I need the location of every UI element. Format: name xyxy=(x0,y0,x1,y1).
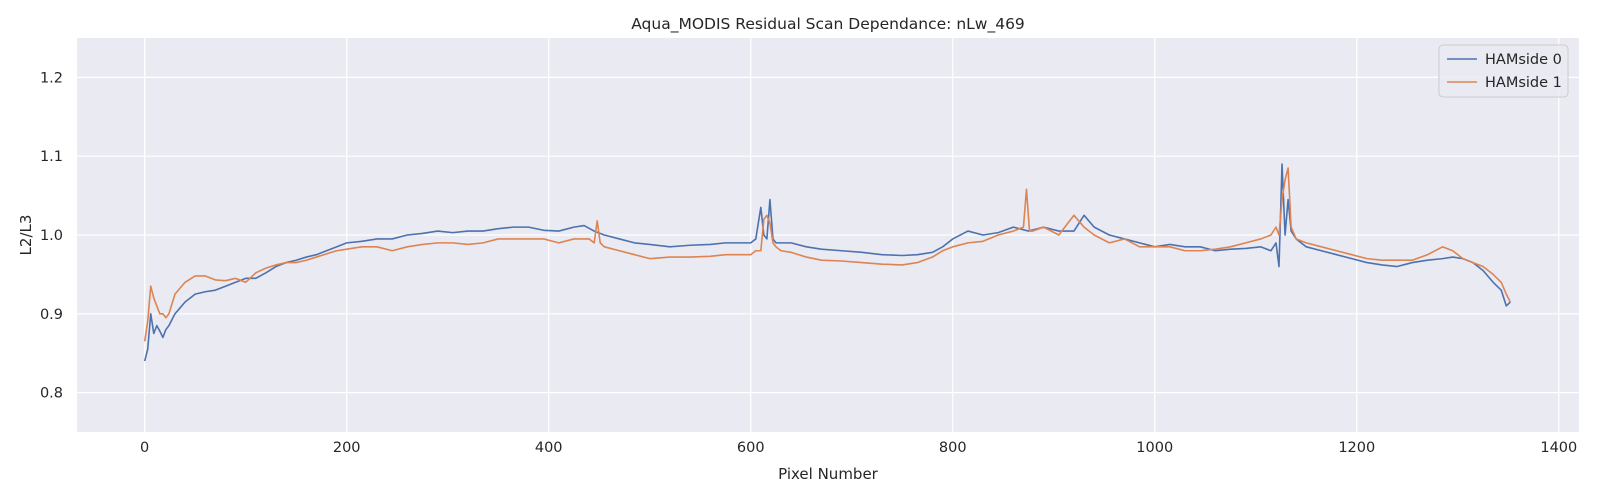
legend-label-hamside-1: HAMside 1 xyxy=(1485,75,1562,91)
y-axis-label: L2/L3 xyxy=(17,215,35,256)
x-tick-label: 600 xyxy=(737,440,765,456)
series-line-hamside-1 xyxy=(143,167,1512,342)
x-tick-label: 200 xyxy=(333,440,361,456)
x-tick-label: 0 xyxy=(140,440,149,456)
legend-box xyxy=(1438,44,1569,98)
x-tick-label: 400 xyxy=(535,440,563,456)
x-tick-label: 1400 xyxy=(1540,440,1577,456)
y-tick-label: 1.1 xyxy=(40,149,63,165)
tick-labels: 0 200 400 600 800 1000 1200 1400 0.8 0.9 1.0 1.1 1.2 xyxy=(40,70,1577,456)
x-axis-label: Pixel Number xyxy=(778,465,879,483)
y-tick-label: 1.2 xyxy=(40,70,63,86)
grid xyxy=(77,38,1579,432)
x-tick-label: 800 xyxy=(939,440,967,456)
y-tick-label: 0.8 xyxy=(40,386,63,402)
series-group xyxy=(143,163,1512,362)
x-tick-label: 1000 xyxy=(1136,440,1173,456)
chart-title: Aqua_MODIS Residual Scan Dependance: nLw… xyxy=(631,15,1025,34)
legend-label-hamside-0: HAMside 0 xyxy=(1485,52,1562,68)
legend: HAMside 0 HAMside 1 xyxy=(1438,44,1569,98)
y-tick-label: 0.9 xyxy=(40,307,63,323)
y-tick-label: 1.0 xyxy=(40,228,63,244)
x-tick-label: 1200 xyxy=(1338,440,1375,456)
